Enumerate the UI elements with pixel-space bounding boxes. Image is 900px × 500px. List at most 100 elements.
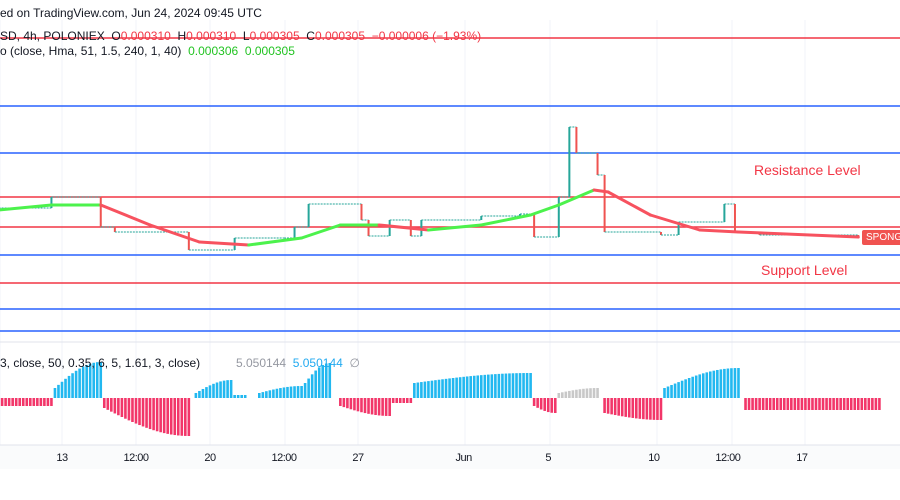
histogram-bar	[666, 386, 670, 398]
histogram-bar	[353, 398, 356, 411]
histogram-bar	[821, 398, 825, 410]
histogram-bar	[134, 398, 138, 424]
histogram-bar	[867, 398, 871, 410]
indicator-legend[interactable]: o (close, Hma, 51, 1.5, 240, 1, 40) 0.00…	[0, 44, 295, 58]
histogram-bar	[874, 398, 878, 410]
price-candle	[677, 222, 680, 235]
histogram-bar	[444, 378, 448, 398]
histogram-bar	[187, 398, 191, 436]
histogram-bar	[613, 398, 617, 416]
histogram-bar	[744, 398, 747, 410]
histogram-bar	[25, 398, 29, 406]
histogram-bar	[388, 398, 391, 416]
histogram-bar	[208, 385, 212, 398]
histogram-bar	[754, 398, 758, 410]
histogram-bar	[455, 377, 458, 398]
histogram-bar	[307, 378, 310, 398]
histogram-bar	[36, 398, 39, 406]
histogram-bar	[487, 374, 490, 398]
histogram-bar	[4, 398, 7, 406]
hma-segment	[0, 203, 53, 212]
histogram-bar	[342, 398, 346, 408]
histogram-bar	[691, 376, 694, 398]
histogram-bar	[258, 393, 261, 398]
oscillator-legend[interactable]: 3, close, 50, 0.35, 6, 5, 1.61, 3, close…	[0, 356, 200, 370]
histogram-bar	[7, 398, 11, 406]
histogram-bar	[159, 398, 162, 433]
histogram-bar	[462, 376, 465, 398]
hma-segment	[197, 240, 251, 247]
histogram-bar	[631, 398, 635, 418]
histogram-bar	[46, 398, 50, 406]
histogram-bar	[842, 398, 846, 410]
histogram-bar	[804, 398, 807, 410]
histogram-bar	[92, 362, 96, 398]
oscillator-params: 3, close, 50, 0.35, 6, 5, 1.61, 3, close…	[0, 356, 201, 370]
histogram-bar	[649, 398, 652, 420]
price-candle	[519, 214, 522, 216]
support-label: Support Level	[761, 262, 848, 278]
histogram-bar	[708, 371, 712, 398]
histogram-bar	[557, 393, 561, 398]
histogram-bar	[173, 398, 177, 436]
histogram-bar	[328, 363, 332, 398]
histogram-bar	[652, 398, 656, 420]
histogram-bar	[871, 398, 874, 410]
histogram-bar	[420, 382, 423, 398]
histogram-bar	[596, 388, 599, 398]
histogram-bar	[508, 373, 511, 398]
histogram-bar	[782, 398, 786, 410]
histogram-bar	[705, 372, 709, 398]
histogram-bar	[296, 386, 300, 398]
histogram-bar	[832, 398, 835, 410]
histogram-bar	[409, 398, 413, 403]
histogram-bar	[18, 398, 22, 406]
histogram-bar	[687, 378, 691, 398]
hma-segment	[557, 188, 596, 207]
hide-icon[interactable]: ∅	[349, 356, 360, 370]
histogram-bar	[162, 398, 166, 434]
histogram-bar	[317, 367, 321, 398]
histogram-bar	[793, 398, 797, 410]
price-candle	[733, 204, 736, 232]
price-candle	[575, 127, 578, 153]
x-tick-label: 12:00	[123, 452, 149, 464]
histogram-bar	[779, 398, 783, 410]
hma-segment	[606, 190, 652, 217]
histogram-bar	[229, 380, 233, 398]
histogram-bar	[839, 398, 842, 410]
histogram-bar	[786, 398, 790, 410]
histogram-bar	[43, 398, 46, 406]
histogram-bar	[511, 373, 515, 398]
histogram-bar	[155, 398, 159, 432]
histogram-bar	[413, 383, 416, 398]
histogram-bar	[60, 381, 64, 398]
histogram-bar	[427, 381, 430, 398]
histogram-bar	[719, 369, 723, 398]
price-candle	[533, 214, 536, 237]
histogram-bar	[726, 368, 730, 398]
histogram-bar	[472, 375, 476, 398]
histogram-bar	[57, 384, 60, 398]
histogram-bar	[684, 379, 687, 398]
histogram-bar	[797, 398, 800, 410]
price-candle	[293, 227, 296, 238]
histogram-bar	[32, 398, 36, 406]
histogram-bar	[205, 387, 208, 398]
histogram-bar	[268, 390, 272, 398]
histogram-bar	[88, 363, 92, 398]
histogram-bar	[553, 398, 557, 413]
histogram-bar	[349, 398, 353, 410]
price-candle	[367, 220, 370, 236]
histogram-bar	[261, 392, 265, 398]
high-value: 0.000310	[186, 29, 237, 43]
histogram-bar	[141, 398, 145, 427]
histogram-bar	[324, 363, 328, 398]
histogram-bar	[645, 398, 649, 420]
histogram-bar	[39, 398, 43, 406]
histogram-bar	[28, 398, 32, 406]
histogram-bar	[550, 398, 554, 413]
histogram-bar	[656, 398, 659, 420]
histogram-bar	[582, 388, 585, 398]
